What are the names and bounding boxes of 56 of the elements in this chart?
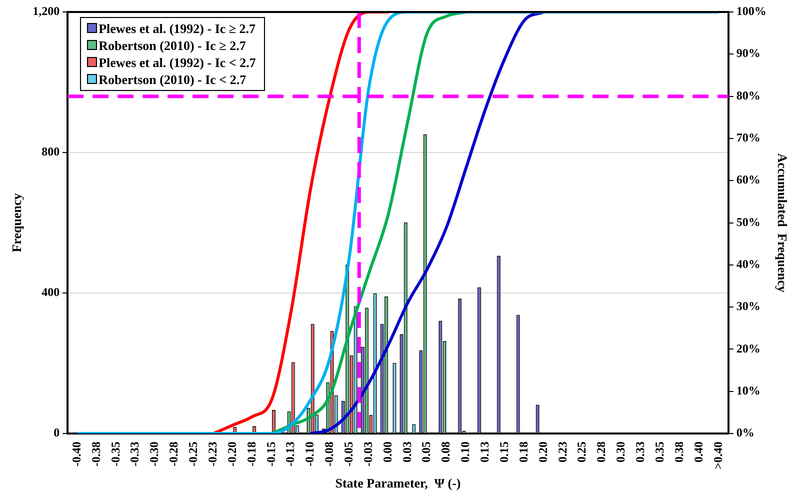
x-tick-label: 0.28: [594, 442, 608, 463]
x-tick-label: -0.20: [224, 442, 239, 467]
x-tick-label: -0.13: [283, 442, 298, 467]
x-tick-label: -0.15: [264, 442, 278, 467]
x-tick-label: -0.08: [322, 442, 336, 467]
x-tick-label: 0.18: [516, 442, 530, 463]
x-tick-label: >0.40: [710, 442, 725, 470]
x-tick-label: 0.30: [614, 442, 628, 463]
x-tick-label: -0.33: [128, 442, 142, 467]
legend-label: Plewes et al. (1992) - Ic ≥ 2.7: [98, 20, 256, 37]
y-tick-label: 800: [42, 144, 60, 159]
x-tick-label: -0.28: [166, 442, 181, 467]
y2-tick-label: 0%: [736, 426, 754, 440]
x-tick-label: 0.10: [458, 442, 472, 463]
legend-label: Robertson (2010) - Ic < 2.7: [98, 71, 248, 88]
y2-tick-label: 10%: [736, 384, 760, 398]
y2-tick-label: 20%: [736, 341, 760, 356]
x-axis-title: State Parameter, Ψ (-): [335, 476, 461, 491]
x-tick-label: 0.05: [419, 442, 434, 463]
y2-tick-label: 100%: [736, 4, 766, 18]
x-tick-label: -0.35: [108, 442, 122, 467]
x-tick-label: -0.03: [360, 442, 375, 467]
x-tick-label: 0.15: [496, 442, 511, 463]
x-tick-label: -0.25: [186, 442, 200, 467]
y-tick-label: 0: [54, 426, 60, 440]
x-tick-label: -0.38: [88, 442, 103, 467]
y-axis-title: Frequency: [9, 192, 24, 252]
x-tick-label: 0.33: [633, 442, 648, 463]
x-tick-label: 0.38: [672, 442, 686, 463]
y-tick-label: 1,200: [32, 4, 60, 18]
legend-label: Robertson (2010) - Ic ≥ 2.7: [98, 37, 247, 54]
y2-tick-label: 60%: [736, 172, 760, 187]
y2-tick-label: 30%: [736, 299, 760, 314]
x-tick-label: 0.23: [555, 442, 570, 463]
x-tick-label: -0.30: [147, 442, 162, 467]
x-tick-label: 0.13: [478, 442, 492, 463]
y2-tick-label: 70%: [736, 130, 760, 145]
y-tick-label: 400: [42, 285, 60, 300]
x-tick-label: -0.10: [302, 442, 317, 467]
y2-axis-title: Accumulated Frequency: [774, 153, 790, 293]
x-tick-label: 0.20: [536, 442, 550, 463]
y2-tick-label: 90%: [736, 46, 760, 60]
y2-tick-label: 50%: [736, 214, 760, 229]
y2-tick-label: 80%: [736, 88, 760, 102]
y2-tick-label: 40%: [736, 257, 760, 272]
x-tick-label: -0.18: [244, 442, 258, 467]
x-tick-label: 0.40: [691, 442, 706, 463]
x-tick-label: -0.23: [205, 442, 220, 467]
x-tick-label: 0.08: [438, 442, 453, 463]
x-tick-label: 0.00: [380, 442, 394, 463]
x-tick-label: -0.05: [342, 442, 356, 467]
x-tick-label: -0.40: [69, 442, 84, 467]
x-tick-label: 0.03: [400, 442, 414, 463]
x-tick-label: 0.25: [574, 442, 589, 463]
x-tick-label: 0.35: [652, 442, 666, 463]
legend-label: Plewes et al. (1992) - Ic < 2.7: [98, 54, 256, 71]
